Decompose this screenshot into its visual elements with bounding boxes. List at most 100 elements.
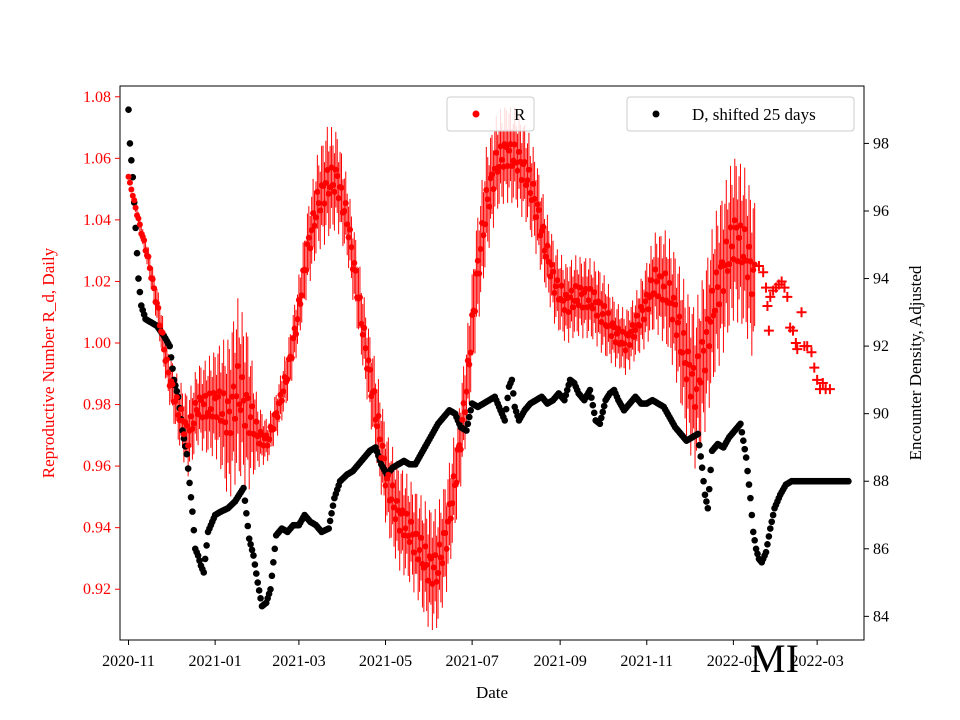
- r-point: [297, 300, 304, 307]
- r-point: [642, 298, 649, 305]
- r-point: [331, 188, 338, 195]
- d-point: [698, 464, 706, 472]
- r-point: [498, 156, 505, 163]
- d-point: [247, 540, 254, 548]
- r-point: [525, 166, 532, 173]
- r-point: [224, 398, 231, 405]
- r-point: [341, 208, 348, 215]
- d-point: [737, 420, 744, 428]
- r-point: [151, 285, 158, 292]
- r-point: [591, 289, 598, 296]
- r-point: [165, 369, 172, 376]
- r-point: [213, 414, 220, 421]
- d-point: [328, 510, 335, 517]
- r-point: [693, 386, 700, 393]
- r-point: [402, 525, 409, 532]
- r-point: [586, 285, 593, 292]
- r-point: [596, 299, 603, 306]
- d-point: [132, 224, 139, 232]
- r-point: [680, 329, 687, 336]
- d-point: [744, 467, 751, 475]
- r-point: [381, 455, 388, 462]
- r-point: [701, 367, 708, 374]
- d-point: [738, 428, 746, 436]
- right-tick-label: 92: [873, 338, 889, 355]
- r-point: [565, 308, 572, 315]
- r-point: [548, 261, 555, 268]
- r-point: [185, 442, 192, 449]
- r-point: [675, 319, 681, 326]
- r-point: [298, 292, 305, 299]
- r-point: [237, 407, 244, 414]
- r-point: [728, 243, 735, 250]
- d-point: [768, 518, 776, 526]
- d-point: [769, 511, 777, 519]
- r-point: [653, 278, 660, 285]
- r-point: [371, 388, 378, 395]
- d-point: [267, 586, 274, 593]
- r-point: [744, 274, 751, 281]
- r-point: [709, 287, 716, 294]
- d-point: [502, 405, 510, 413]
- r-point: [550, 268, 557, 275]
- r-projected-point: [790, 337, 801, 348]
- r-point: [125, 173, 132, 180]
- d-point: [747, 494, 754, 502]
- r-point: [131, 197, 138, 204]
- x-tick-label: 2021-11: [620, 653, 673, 670]
- r-point: [443, 545, 450, 552]
- r-point: [508, 162, 515, 169]
- right-axis: 84 86 88 90 92 94 96 98: [864, 135, 889, 625]
- r-point: [315, 200, 322, 207]
- r-point: [558, 282, 565, 289]
- r-point: [403, 510, 410, 517]
- r-point: [149, 276, 156, 283]
- legend-r-box: [446, 96, 535, 132]
- d-point: [703, 498, 710, 505]
- r-point: [192, 399, 199, 406]
- r-point: [260, 442, 267, 449]
- r-point: [489, 171, 495, 178]
- r-point: [310, 210, 317, 217]
- r-point: [447, 515, 454, 522]
- r-point: [533, 214, 540, 221]
- r-point: [314, 188, 321, 195]
- r-point: [541, 247, 548, 254]
- legend-d-box: [626, 96, 855, 132]
- r-point: [579, 304, 586, 311]
- r-point: [408, 518, 415, 525]
- r-point: [615, 325, 622, 332]
- r-point: [413, 530, 420, 537]
- r-point: [359, 331, 366, 338]
- r-point: [648, 277, 655, 284]
- r-point: [334, 173, 341, 180]
- r-point: [241, 422, 248, 429]
- r-point: [308, 227, 315, 234]
- r-point: [145, 253, 152, 260]
- left-axis: 0.92 0.94 0.96 0.98 1.00 1.02 1.04 1.06 1.08: [83, 89, 120, 598]
- r-point: [486, 203, 493, 210]
- r-projected-point: [761, 282, 772, 293]
- d-point: [187, 493, 195, 501]
- r-point: [710, 312, 717, 319]
- r-point: [361, 324, 368, 331]
- d-point: [752, 545, 760, 553]
- r-point: [679, 349, 686, 356]
- d-point: [125, 106, 132, 113]
- r-point: [435, 570, 442, 577]
- d-point: [563, 386, 571, 394]
- d-point: [764, 540, 771, 548]
- d-point: [707, 466, 714, 474]
- r-point: [190, 420, 197, 427]
- r-point: [450, 473, 457, 480]
- d-point: [326, 517, 334, 525]
- x-tick-label: 2021-01: [188, 653, 241, 670]
- r-point: [699, 338, 706, 345]
- d-point: [562, 391, 570, 399]
- r-projected-point: [792, 344, 803, 355]
- r-point: [534, 201, 541, 208]
- r-point: [727, 224, 734, 231]
- r-point: [307, 245, 314, 252]
- r-point: [523, 182, 530, 189]
- d-point: [704, 504, 712, 512]
